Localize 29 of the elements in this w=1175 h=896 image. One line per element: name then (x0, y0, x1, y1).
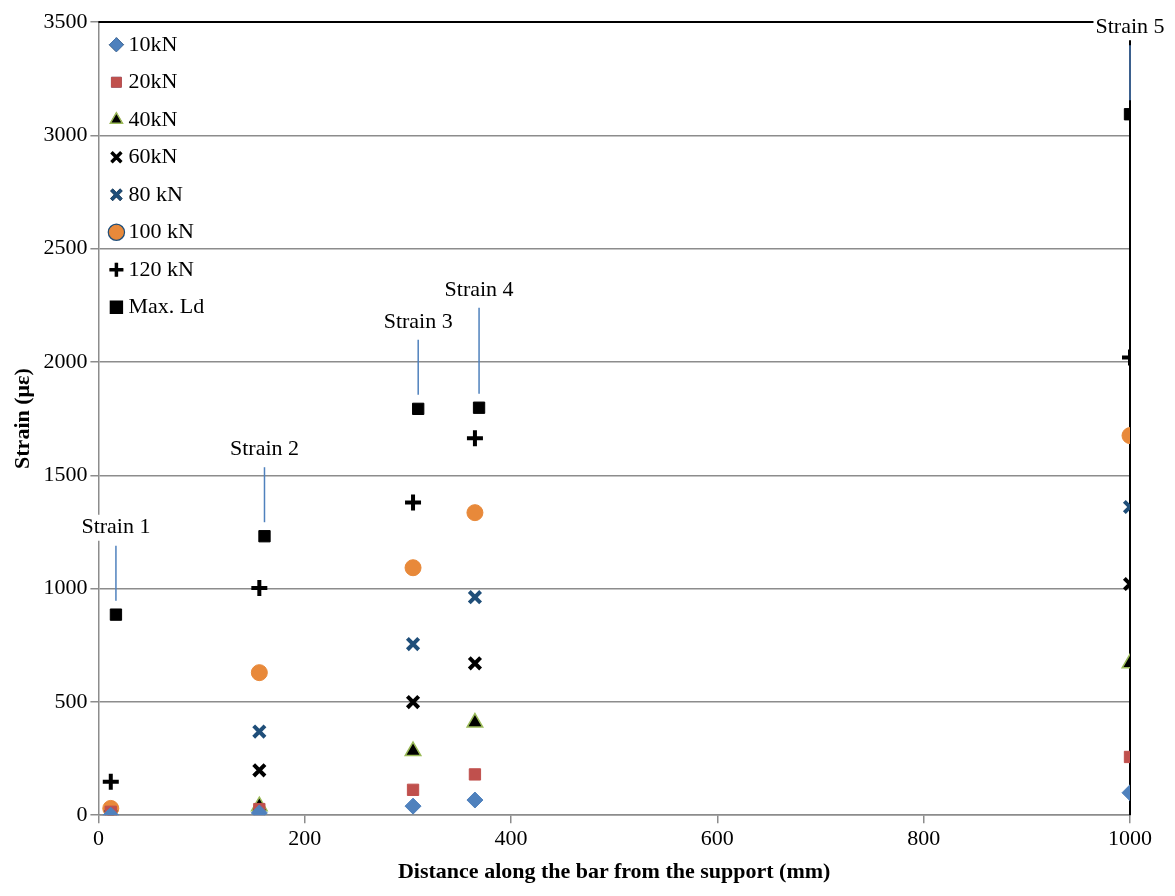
annotation: Strain 3 (383, 307, 453, 333)
y-tick-label: 1500 (43, 461, 88, 487)
x-tick-label: 1000 (1108, 825, 1152, 851)
x-tick-label: 0 (92, 825, 104, 851)
legend-label: Max. Ld (128, 293, 205, 319)
x-tick-label: 600 (700, 825, 734, 851)
annotation: Strain 1 (81, 513, 151, 539)
y-tick-label: 500 (54, 687, 88, 713)
legend-label: 120 kN (128, 255, 194, 281)
legend-label: 60kN (128, 143, 178, 169)
y-tick-label: 1000 (43, 574, 88, 600)
y-tick-label: 0 (76, 800, 88, 826)
y-tick-label: 2500 (43, 234, 88, 260)
annotation: Strain 4 (444, 275, 514, 301)
x-tick-label: 200 (288, 825, 322, 851)
y-tick-label: 2000 (43, 347, 88, 373)
x-tick-label: 400 (494, 825, 528, 851)
legend-label: 100 kN (128, 218, 194, 244)
y-tick-label: 3500 (43, 7, 88, 33)
legend-label: 40kN (128, 105, 178, 131)
y-tick-label: 3000 (43, 121, 88, 147)
x-tick-label: 800 (907, 825, 941, 851)
annotation: Strain 2 (229, 435, 300, 460)
annotation: Strain 5 (1095, 13, 1165, 39)
y-axis-title: Strain (με) (8, 368, 34, 469)
legend-label: 80 kN (128, 180, 183, 206)
legend-label: 10kN (128, 30, 178, 56)
legend-label: 20kN (128, 68, 178, 94)
x-axis-title: Distance along the bar from the support (mm) (397, 858, 831, 884)
